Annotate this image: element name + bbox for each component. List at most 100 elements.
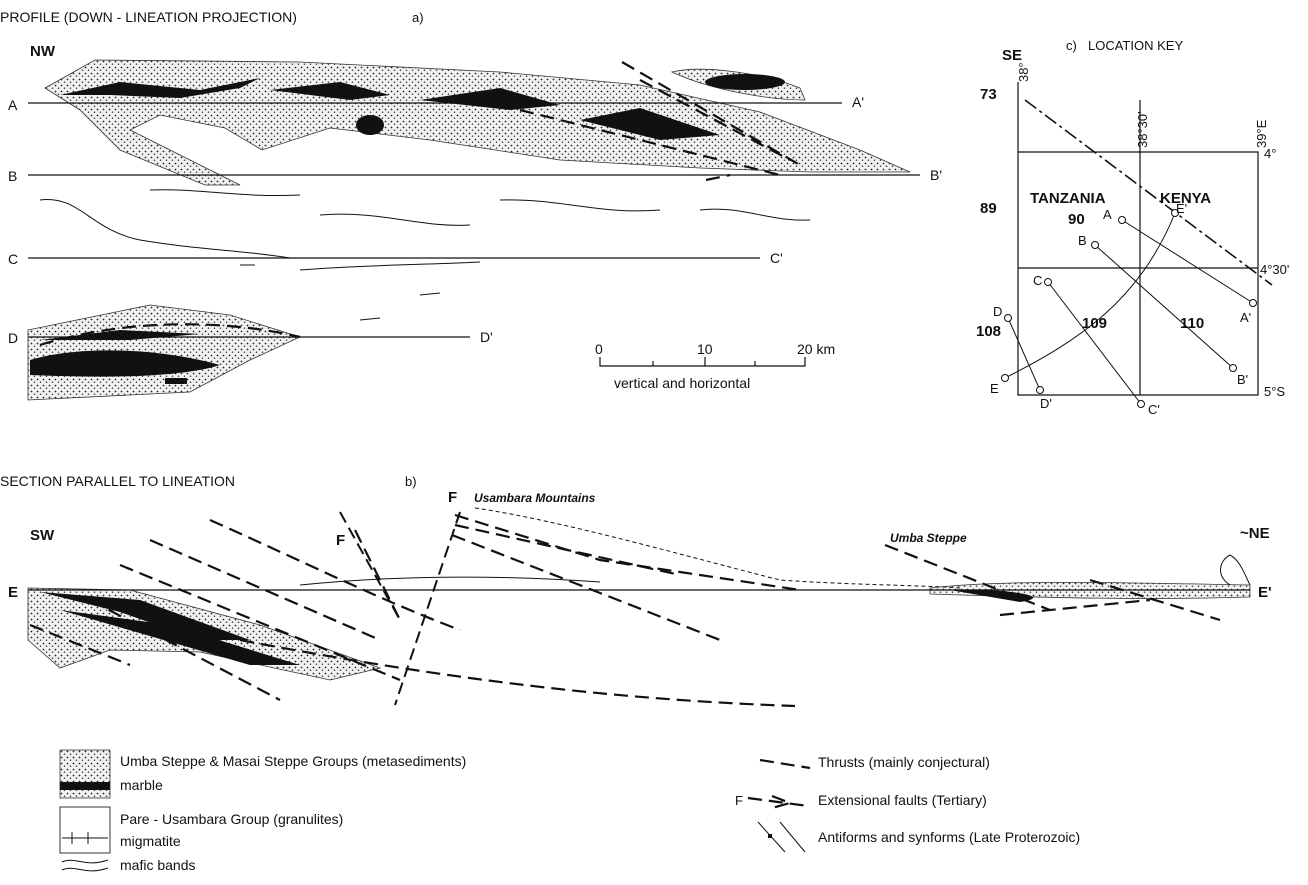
key-lines [1005, 213, 1253, 404]
legend-text: Pare - Usambara Group (granulites) [120, 811, 343, 827]
key-points [1092, 242, 1099, 249]
sheet: 108 [976, 323, 1001, 340]
scale-tick: 20 km [797, 341, 835, 357]
point-label: A [1103, 207, 1112, 222]
mafic-bands [300, 555, 1250, 585]
thrusts [452, 535, 720, 640]
key-points [1005, 315, 1012, 322]
key-points [1250, 300, 1257, 307]
line-label: D' [480, 329, 493, 345]
legend-symbol [760, 760, 810, 768]
key-points [1119, 217, 1126, 224]
point-label: E [990, 381, 999, 396]
line-label: A' [852, 94, 864, 110]
panel-label: a) [412, 10, 424, 25]
sheet: 89 [980, 200, 997, 217]
key-title: LOCATION KEY [1088, 38, 1183, 53]
thrusts [706, 175, 730, 180]
key-lines [1048, 282, 1141, 404]
legend: Umba Steppe & Masai Steppe Groups (metas… [60, 750, 1080, 873]
profile-title: PROFILE (DOWN - LINEATION PROJECTION) [0, 9, 297, 25]
thrusts [455, 525, 680, 575]
thrusts [885, 545, 1050, 610]
mafic-bands [420, 293, 440, 295]
marble [705, 74, 785, 90]
thrusts [30, 515, 1220, 706]
panel-label: c) [1066, 38, 1077, 53]
thrusts [1000, 600, 1150, 615]
direction: NW [30, 43, 56, 60]
figure: PROFILE (DOWN - LINEATION PROJECTION) a)… [0, 0, 1308, 885]
key-points [1037, 387, 1044, 394]
direction: ~NE [1240, 525, 1270, 542]
scale-bar [600, 357, 805, 366]
marble [356, 115, 384, 135]
legend-text: Thrusts (mainly conjectural) [818, 754, 990, 770]
location-key: c) LOCATION KEY 38° 38°30' 39°E 4° 4°30'… [976, 38, 1289, 417]
profile-panel: PROFILE (DOWN - LINEATION PROJECTION) a)… [0, 9, 1022, 400]
latitude: 4° [1264, 146, 1276, 161]
legend-text: marble [120, 777, 163, 793]
point-label: B' [1237, 372, 1248, 387]
key-points [1138, 401, 1145, 408]
section-title: SECTION PARALLEL TO LINEATION [0, 473, 235, 489]
marble [40, 590, 1033, 665]
legend-symbol [758, 822, 805, 852]
mafic-bands [700, 209, 810, 220]
legend-text: Umba Steppe & Masai Steppe Groups (metas… [120, 753, 466, 769]
mafic-bands [320, 214, 470, 225]
point-label: C [1033, 273, 1042, 288]
line-label: D [8, 330, 18, 346]
line-label: E [8, 584, 18, 601]
line-label: B' [930, 167, 942, 183]
mafic-bands [150, 190, 300, 196]
key-lines [1008, 318, 1040, 390]
thrusts [455, 515, 800, 590]
longitude: 38°30' [1135, 111, 1150, 148]
legend-text: Extensional faults (Tertiary) [818, 792, 987, 808]
legend-symbol [748, 796, 808, 808]
mafic-bands [475, 508, 960, 588]
scale-bar [600, 357, 805, 366]
legend-text: F [735, 793, 743, 808]
marble [165, 378, 187, 384]
extensional-fault [340, 512, 400, 620]
line-label: B [8, 168, 17, 184]
mafic-bands [360, 318, 380, 320]
legend-text: mafic bands [120, 857, 195, 873]
sheet: 90 [1068, 211, 1085, 228]
legend-symbol [768, 834, 772, 838]
key-points [1045, 279, 1052, 286]
sheet: 73 [980, 86, 997, 103]
line-label: A [8, 97, 18, 113]
point-label: E' [1176, 201, 1187, 216]
longitude: 38° [1016, 62, 1031, 82]
steppe: Umba Steppe [890, 531, 967, 545]
point-label: C' [1148, 402, 1160, 417]
line-label: C [8, 251, 18, 267]
scale-caption: vertical and horizontal [614, 375, 750, 391]
mafic-bands [40, 190, 810, 320]
mafic-bands [500, 200, 660, 211]
line-label: E' [1258, 584, 1272, 601]
thrusts [210, 520, 460, 630]
legend-swatch [60, 807, 110, 853]
legend-text: migmatite [120, 833, 181, 849]
key-lines [1095, 245, 1233, 368]
point-label: B [1078, 233, 1087, 248]
point-label: D' [1040, 396, 1052, 411]
fault-label: F [448, 489, 457, 506]
point-label: A' [1240, 310, 1251, 325]
point-label: D [993, 304, 1002, 319]
section-panel: SECTION PARALLEL TO LINEATION b) SW ~NE … [0, 473, 1272, 706]
longitude: 39°E [1254, 119, 1269, 148]
key-points [1002, 210, 1257, 408]
latitude: 4°30' [1260, 262, 1289, 277]
direction: SE [1002, 47, 1022, 64]
line-label: C' [770, 250, 783, 266]
country: TANZANIA [1030, 190, 1106, 207]
key-points [1002, 375, 1009, 382]
mafic-bands [300, 262, 480, 270]
legend-swatch [60, 782, 110, 790]
scale-tick: 10 [697, 341, 713, 357]
